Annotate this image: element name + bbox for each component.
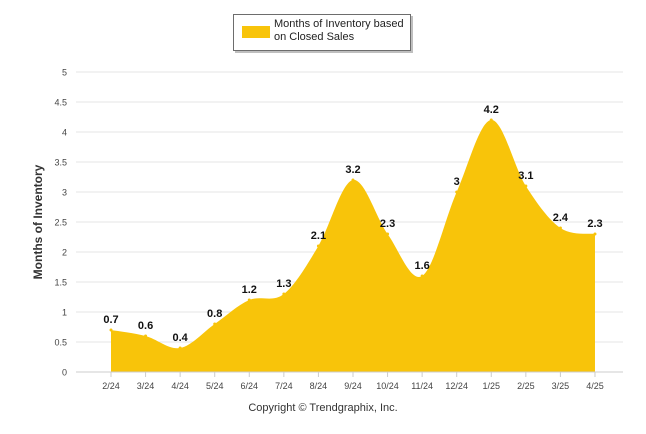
data-label: 0.4 bbox=[172, 332, 188, 344]
y-axis-label: Months of Inventory bbox=[31, 164, 45, 279]
data-point bbox=[489, 118, 493, 122]
data-point bbox=[316, 244, 320, 248]
copyright-footer: Copyright © Trendgraphix, Inc. bbox=[248, 402, 398, 414]
x-tick-label: 4/24 bbox=[171, 381, 189, 391]
x-tick-label: 9/24 bbox=[344, 381, 362, 391]
x-tick-label: 2/25 bbox=[517, 381, 535, 391]
x-tick-label: 10/24 bbox=[376, 381, 399, 391]
legend: Months of Inventory based on Closed Sale… bbox=[233, 14, 411, 51]
data-point bbox=[593, 232, 597, 236]
x-tick-label: 12/24 bbox=[445, 381, 468, 391]
data-label: 3.2 bbox=[345, 164, 360, 176]
y-tick-label: 0.5 bbox=[54, 338, 67, 348]
data-label: 3 bbox=[454, 176, 460, 188]
x-tick-label: 3/25 bbox=[552, 381, 570, 391]
y-tick-label: 3.5 bbox=[54, 158, 67, 168]
data-label: 0.8 bbox=[207, 308, 222, 320]
data-label: 0.7 bbox=[103, 314, 118, 326]
x-tick-label: 3/24 bbox=[137, 381, 155, 391]
y-tick-label: 5 bbox=[62, 68, 67, 78]
x-tick-label: 8/24 bbox=[310, 381, 328, 391]
x-tick-label: 2/24 bbox=[102, 381, 120, 391]
data-point bbox=[178, 346, 182, 350]
x-tick-label: 6/24 bbox=[241, 381, 259, 391]
data-label: 1.6 bbox=[414, 260, 429, 272]
data-label: 3.1 bbox=[518, 170, 533, 182]
data-point bbox=[420, 274, 424, 278]
data-point bbox=[524, 184, 528, 188]
data-label: 1.3 bbox=[276, 278, 291, 290]
data-point bbox=[386, 232, 390, 236]
data-label: 0.6 bbox=[138, 320, 153, 332]
y-tick-label: 1 bbox=[62, 308, 67, 318]
data-labels: 0.7 0.6 0.4 0.8 1.2 1.3 2.1 3.2 2.3 1.6 3 4.2 3.1 2.4… bbox=[103, 104, 602, 344]
area-layer bbox=[109, 118, 597, 372]
y-tick-label: 4 bbox=[62, 128, 67, 138]
y-tick-label: 2.5 bbox=[54, 218, 67, 228]
data-label: 1.2 bbox=[242, 284, 257, 296]
y-tick-labels: 0 0.5 1 1.5 2 2.5 3 3.5 4 4.5 5 bbox=[54, 68, 67, 378]
data-label: 2.4 bbox=[553, 212, 569, 224]
data-label: 2.3 bbox=[587, 218, 602, 230]
y-tick-label: 0 bbox=[62, 368, 67, 378]
data-label: 4.2 bbox=[484, 104, 499, 116]
data-point bbox=[144, 334, 148, 338]
x-tick-label: 4/25 bbox=[586, 381, 604, 391]
x-tick-label: 11/24 bbox=[411, 381, 433, 391]
y-tick-label: 2 bbox=[62, 248, 67, 258]
x-tick-label: 7/24 bbox=[275, 381, 293, 391]
y-tick-label: 1.5 bbox=[54, 278, 67, 288]
x-tick-labels: 2/24 3/24 4/24 5/24 6/24 7/24 8/24 9/24 10/24 11/… bbox=[102, 381, 604, 391]
data-point bbox=[247, 298, 251, 302]
data-point bbox=[213, 322, 217, 326]
legend-label: Months of Inventory based on Closed Sale… bbox=[274, 18, 404, 43]
data-label: 2.1 bbox=[311, 230, 326, 242]
data-point bbox=[558, 226, 562, 230]
legend-swatch bbox=[242, 26, 270, 38]
x-tick-label: 1/25 bbox=[483, 381, 501, 391]
data-point bbox=[109, 328, 113, 332]
axes bbox=[76, 371, 623, 377]
x-tick-label: 5/24 bbox=[206, 381, 224, 391]
data-label: 2.3 bbox=[380, 218, 395, 230]
data-point bbox=[351, 178, 355, 182]
data-point bbox=[282, 292, 286, 296]
y-tick-label: 3 bbox=[62, 188, 67, 198]
area-series-months-of-inventory bbox=[111, 119, 595, 372]
data-point bbox=[455, 190, 459, 194]
y-tick-label: 4.5 bbox=[54, 98, 67, 108]
